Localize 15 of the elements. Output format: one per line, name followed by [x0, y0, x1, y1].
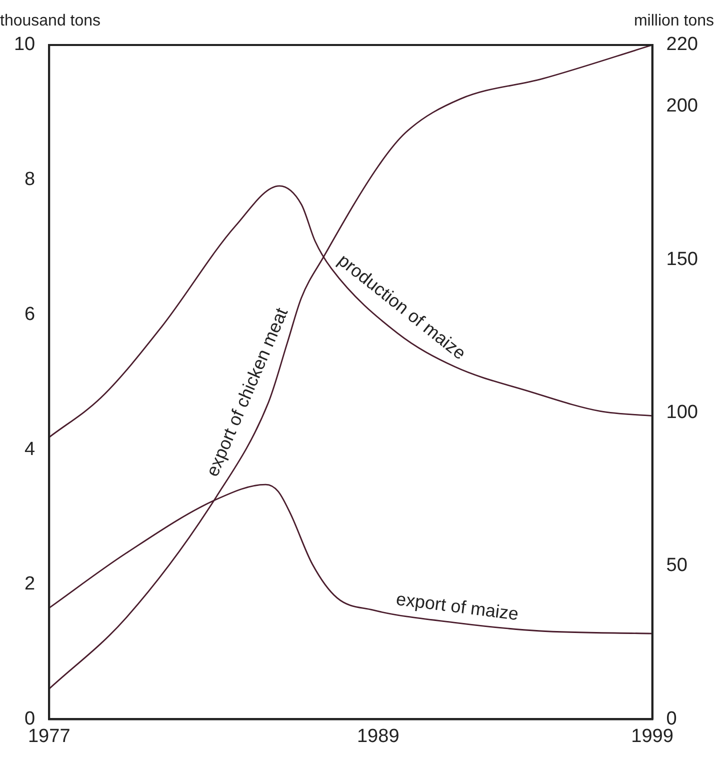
y2-axis-title: million tons	[634, 12, 714, 30]
y2-tick-label: 50	[666, 555, 688, 576]
x-tick-label: 1989	[356, 726, 400, 747]
y2-tick-label: 150	[666, 248, 698, 270]
y-axis-title: thousand tons	[0, 12, 101, 30]
y-tick-label: 8	[24, 169, 36, 190]
y2-tick-label: 100	[666, 402, 698, 423]
y2-tick-label: 220	[666, 34, 698, 56]
y2-tick-label: 200	[666, 96, 698, 117]
y-tick-label: 4	[24, 438, 36, 460]
y-tick-label: 2	[24, 574, 36, 595]
line-series	[49, 45, 652, 690]
y-tick-label: 10	[14, 34, 36, 56]
y-tick-label: 6	[24, 304, 36, 325]
text: export of maize	[395, 588, 520, 624]
